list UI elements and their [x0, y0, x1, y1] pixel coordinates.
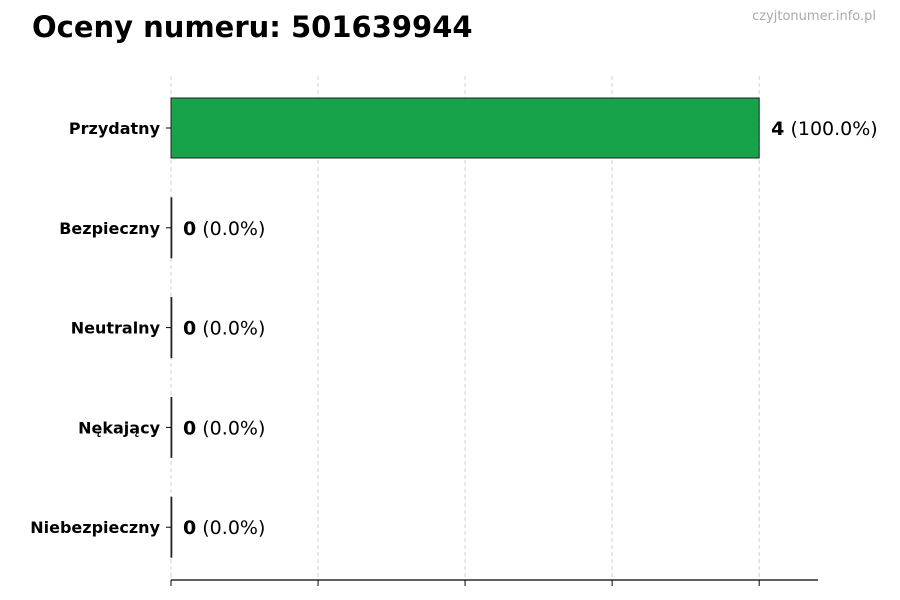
bar — [170, 396, 173, 458]
data-label-percent: (0.0%) — [196, 318, 265, 340]
data-label-count: 0 — [183, 517, 196, 539]
data-label-percent: (0.0%) — [196, 517, 265, 539]
data-label-percent: (0.0%) — [196, 218, 265, 240]
bar — [170, 97, 760, 159]
watermark: czyjtonumer.info.pl — [752, 9, 876, 24]
data-label: 0 (0.0%) — [183, 517, 265, 539]
data-label-percent: (100.0%) — [784, 118, 877, 140]
bar — [170, 197, 173, 259]
data-label-count: 4 — [771, 118, 784, 140]
data-label-count: 0 — [183, 417, 196, 439]
data-label-percent: (0.0%) — [196, 417, 265, 439]
y-tick-label: Bezpieczny — [59, 219, 160, 238]
chart-title: Oceny numeru: 501639944 — [32, 10, 473, 44]
y-tick-label: Nękający — [78, 418, 160, 437]
data-label: 4 (100.0%) — [771, 118, 878, 140]
data-label: 0 (0.0%) — [183, 417, 265, 439]
y-tick-label: Neutralny — [71, 319, 161, 338]
bar — [170, 297, 173, 359]
y-tick-label: Przydatny — [69, 119, 161, 138]
data-label: 0 (0.0%) — [183, 318, 265, 340]
data-label-count: 0 — [183, 218, 196, 240]
data-label: 0 (0.0%) — [183, 218, 265, 240]
y-tick-label: Niebezpieczny — [30, 518, 160, 537]
bar — [170, 496, 173, 558]
data-label-count: 0 — [183, 318, 196, 340]
